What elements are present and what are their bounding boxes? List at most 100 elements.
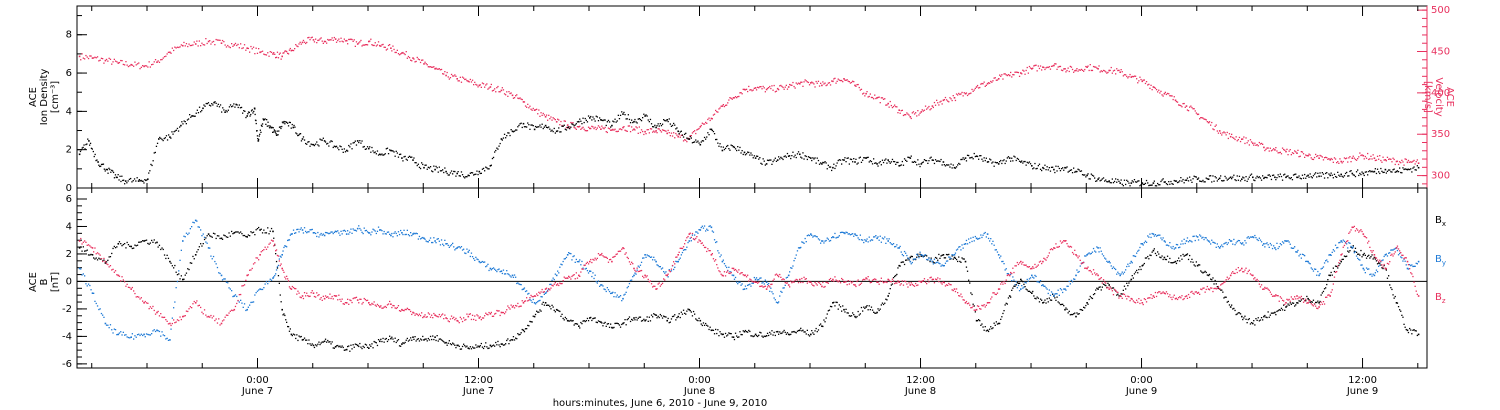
density-dot: [763, 160, 765, 162]
density-dot: [884, 159, 886, 161]
bx-dot: [1214, 279, 1216, 282]
velocity-dot: [1242, 138, 1244, 140]
density-dot: [424, 164, 426, 166]
bx-dot: [580, 321, 582, 324]
bx-dot: [1178, 257, 1180, 259]
velocity-dot: [709, 119, 711, 122]
bx-dot: [1199, 264, 1201, 266]
density-dot: [811, 159, 813, 162]
velocity-dot: [899, 112, 901, 114]
by-dot: [1059, 288, 1062, 290]
velocity-dot: [1201, 117, 1203, 119]
by-dot: [1153, 235, 1155, 237]
density-dot: [110, 171, 112, 173]
bx-point: [555, 308, 558, 311]
bx-dot: [341, 345, 343, 347]
by-dot: [1216, 243, 1218, 245]
bx-dot: [393, 340, 395, 343]
velocity-dot: [118, 61, 121, 64]
bx-dot: [1370, 256, 1372, 258]
by-dot: [250, 301, 252, 304]
bx-dot: [741, 334, 743, 336]
velocity-point: [743, 88, 746, 91]
velocity-dot: [1399, 161, 1401, 163]
by-dot: [363, 227, 365, 229]
velocity-dot: [784, 86, 786, 88]
bx-dot: [81, 250, 83, 252]
bx-point: [1406, 329, 1409, 332]
bx-dot: [596, 321, 598, 324]
velocity-dot: [962, 95, 964, 97]
by-dot: [553, 278, 555, 281]
velocity-dot: [108, 57, 110, 59]
density-dot: [1260, 179, 1263, 181]
by-dot: [764, 279, 766, 281]
density-dot: [698, 142, 700, 144]
velocity-dot: [268, 55, 270, 57]
bx-dot: [623, 322, 625, 324]
bx-dot: [875, 312, 877, 314]
bx-dot: [374, 341, 376, 343]
by-dot: [690, 240, 692, 242]
density-dot: [198, 106, 201, 108]
density-dot: [1041, 169, 1043, 172]
by-dot: [1306, 260, 1308, 262]
density-dot: [1131, 180, 1133, 182]
density-dot: [285, 121, 287, 123]
density-dot: [272, 127, 274, 129]
bx-dot: [818, 324, 821, 326]
by-point: [600, 284, 602, 286]
bx-dot: [540, 310, 542, 312]
density-dot: [827, 164, 829, 166]
density-dot: [262, 118, 264, 120]
by-dot: [89, 284, 91, 287]
by-dot: [615, 296, 617, 298]
by-dot: [1028, 278, 1031, 280]
density-dot: [1095, 180, 1097, 182]
velocity-dot: [438, 68, 440, 70]
velocity-dot: [1098, 65, 1100, 67]
bx-dot: [375, 342, 377, 344]
density-dot: [226, 111, 228, 113]
density-dot: [358, 141, 360, 144]
by-dot: [1295, 251, 1297, 253]
velocity-dot: [690, 135, 692, 137]
bx-dot: [93, 257, 95, 259]
velocity-dot: [1265, 148, 1267, 150]
velocity-dot: [928, 105, 930, 108]
bx-dot: [1112, 287, 1115, 289]
velocity-dot: [267, 52, 269, 54]
by-dot: [1338, 242, 1340, 244]
velocity-dot: [692, 131, 695, 133]
bx-point: [1108, 284, 1110, 286]
density-dot: [1359, 172, 1361, 175]
by-dot: [175, 287, 177, 289]
bx-dot: [1249, 323, 1252, 325]
velocity-dot: [1231, 133, 1233, 135]
velocity-dot: [280, 58, 282, 60]
velocity-dot: [822, 81, 824, 83]
bx-dot: [1056, 296, 1058, 298]
velocity-dot: [188, 43, 190, 45]
bx-dot: [778, 333, 780, 335]
velocity-dot: [99, 59, 101, 61]
bx-point: [1229, 306, 1232, 308]
density-dot: [841, 163, 843, 165]
bx-dot: [849, 315, 852, 317]
velocity-dot: [241, 47, 243, 50]
bx-dot: [857, 310, 859, 313]
velocity-dot: [923, 109, 926, 111]
density-dot: [711, 129, 713, 132]
density-dot: [194, 115, 196, 117]
velocity-dot: [435, 67, 437, 69]
velocity-point: [522, 101, 525, 103]
density-dot: [1067, 171, 1069, 173]
bx-dot: [601, 322, 603, 324]
bx-dot: [1216, 286, 1218, 288]
bx-dot: [605, 325, 607, 327]
velocity-dot: [882, 98, 885, 100]
by-dot: [1101, 253, 1103, 255]
by-dot: [1311, 268, 1313, 270]
velocity-dot: [443, 73, 445, 75]
density-point: [1053, 168, 1055, 171]
